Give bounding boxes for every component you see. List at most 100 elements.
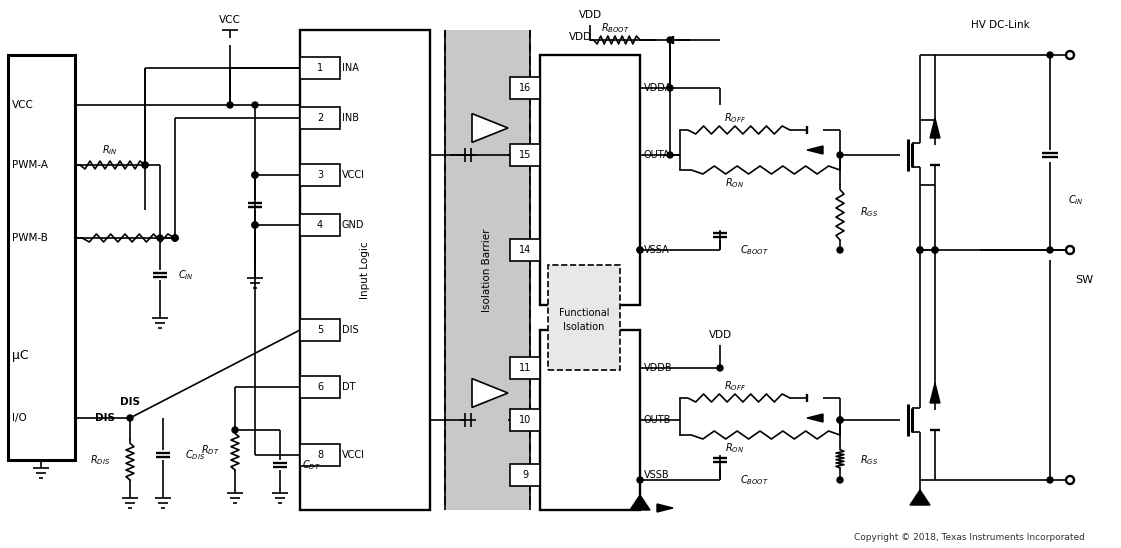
Text: 6: 6 — [317, 382, 323, 392]
Polygon shape — [472, 379, 508, 407]
Circle shape — [127, 415, 133, 421]
Text: $C_{DIS}$: $C_{DIS}$ — [185, 448, 205, 462]
Polygon shape — [807, 146, 823, 154]
Bar — [300, 57, 340, 79]
Text: 10: 10 — [519, 415, 531, 425]
Text: 1: 1 — [317, 63, 323, 73]
Bar — [8, 55, 75, 460]
Bar — [300, 30, 430, 510]
Text: 16: 16 — [519, 83, 531, 93]
Text: 5: 5 — [317, 325, 323, 335]
Circle shape — [142, 162, 148, 168]
Text: Functional: Functional — [558, 307, 609, 317]
Circle shape — [232, 427, 238, 433]
Text: SW: SW — [1075, 275, 1093, 285]
Text: VDDB: VDDB — [643, 363, 673, 373]
Text: 9: 9 — [522, 470, 528, 480]
Bar — [445, 30, 530, 510]
Text: 8: 8 — [317, 450, 323, 460]
Circle shape — [917, 247, 923, 253]
Text: DT: DT — [342, 382, 355, 392]
Circle shape — [837, 417, 843, 423]
Text: 2: 2 — [317, 113, 323, 123]
Text: VDDA: VDDA — [643, 83, 673, 93]
Text: $R_{GS}$: $R_{GS}$ — [860, 205, 878, 219]
Circle shape — [837, 152, 843, 158]
Circle shape — [252, 172, 258, 178]
Text: 4: 4 — [317, 220, 323, 230]
Text: VCCI: VCCI — [342, 450, 365, 460]
Bar — [510, 144, 540, 166]
Bar — [300, 376, 340, 398]
Bar — [300, 444, 340, 466]
Circle shape — [157, 235, 163, 241]
Bar — [510, 357, 540, 379]
Circle shape — [637, 247, 643, 253]
Text: VCCI: VCCI — [342, 170, 365, 180]
Circle shape — [252, 222, 258, 228]
Text: $C_{DT}$: $C_{DT}$ — [302, 458, 321, 472]
Text: Isolation Barrier: Isolation Barrier — [482, 229, 492, 312]
Text: μC: μC — [12, 349, 29, 362]
Text: DIS: DIS — [342, 325, 359, 335]
Circle shape — [917, 247, 923, 253]
Circle shape — [252, 222, 258, 228]
Text: VSSB: VSSB — [643, 470, 669, 480]
Bar — [540, 55, 640, 305]
Text: Input Logic: Input Logic — [360, 241, 370, 299]
Text: INB: INB — [342, 113, 359, 123]
Text: 15: 15 — [519, 150, 531, 160]
Text: VDD: VDD — [708, 330, 732, 340]
Circle shape — [1066, 51, 1074, 59]
Polygon shape — [630, 495, 650, 510]
Circle shape — [172, 235, 178, 241]
Bar — [300, 214, 340, 236]
Circle shape — [667, 85, 673, 91]
Circle shape — [172, 235, 178, 241]
Text: $R_{GS}$: $R_{GS}$ — [860, 453, 878, 467]
Circle shape — [142, 162, 148, 168]
Circle shape — [1066, 476, 1074, 484]
Text: PWM-A: PWM-A — [12, 160, 48, 170]
Bar — [300, 319, 340, 341]
Circle shape — [837, 247, 843, 253]
Text: $C_{IN}$: $C_{IN}$ — [178, 268, 194, 282]
Text: HV DC-Link: HV DC-Link — [971, 20, 1029, 30]
Circle shape — [637, 477, 643, 483]
Circle shape — [837, 417, 843, 423]
Text: VDD: VDD — [568, 32, 592, 42]
Circle shape — [172, 235, 178, 241]
Polygon shape — [930, 118, 941, 138]
Text: VSSA: VSSA — [643, 245, 669, 255]
Text: 11: 11 — [519, 363, 531, 373]
Bar — [300, 107, 340, 129]
Circle shape — [252, 172, 258, 178]
Text: $R_{ON}$: $R_{ON}$ — [725, 176, 744, 190]
Text: DIS: DIS — [95, 413, 115, 423]
Text: $C_{BOOT}$: $C_{BOOT}$ — [740, 473, 769, 487]
Polygon shape — [472, 113, 508, 142]
Circle shape — [667, 37, 673, 43]
Text: Isolation: Isolation — [564, 323, 604, 333]
Text: Copyright © 2018, Texas Instruments Incorporated: Copyright © 2018, Texas Instruments Inco… — [854, 534, 1085, 543]
Text: VCC: VCC — [219, 15, 241, 25]
Text: 3: 3 — [317, 170, 323, 180]
Circle shape — [252, 102, 258, 108]
Circle shape — [1047, 247, 1053, 253]
Text: DIS: DIS — [120, 397, 140, 407]
Text: 14: 14 — [519, 245, 531, 255]
Text: $R_{DT}$: $R_{DT}$ — [201, 443, 220, 457]
Circle shape — [1066, 246, 1074, 254]
Text: $R_{ON}$: $R_{ON}$ — [725, 441, 744, 455]
Text: $C_{BOOT}$: $C_{BOOT}$ — [740, 243, 769, 257]
Circle shape — [717, 365, 723, 371]
Polygon shape — [930, 383, 941, 403]
Bar — [548, 265, 620, 370]
Text: VDD: VDD — [578, 10, 602, 20]
Text: VCC: VCC — [12, 100, 34, 110]
Bar — [510, 464, 540, 486]
Text: $R_{DIS}$: $R_{DIS}$ — [90, 453, 110, 467]
Text: $R_{OFF}$: $R_{OFF}$ — [724, 379, 745, 393]
Text: GND: GND — [342, 220, 364, 230]
Bar — [510, 409, 540, 431]
